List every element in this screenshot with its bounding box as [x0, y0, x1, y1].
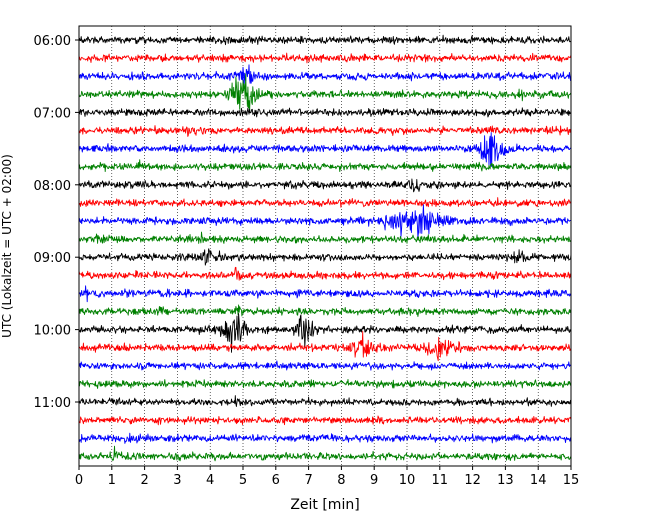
x-tick-label: 2	[140, 473, 148, 488]
x-axis-label: Zeit [min]	[290, 497, 359, 513]
grid-lines	[111, 26, 539, 466]
x-tick-label: 15	[563, 473, 580, 488]
trace-row-0600	[79, 34, 571, 46]
trace-row-0815	[79, 197, 571, 208]
y-tick-label: 11:00	[34, 396, 71, 411]
y-tick-label: 06:00	[34, 34, 71, 49]
trace-row-1130	[79, 432, 571, 444]
trace-row-1145	[79, 445, 571, 462]
x-tick-label: 7	[304, 473, 312, 488]
x-tick-label: 0	[75, 473, 83, 488]
trace-row-1030	[79, 360, 571, 371]
y-axis-ticks: 06:00 07:00 08:00 09:00 10:00 11:00	[34, 34, 79, 411]
trace-row-0630	[79, 64, 571, 89]
x-tick-label: 10	[399, 473, 416, 488]
trace-row-0915	[79, 266, 571, 281]
plot-frame	[78, 25, 572, 467]
trace-row-0945	[79, 304, 571, 317]
y-axis-label: UTC (Lokalzeit = UTC + 02:00)	[0, 154, 14, 338]
trace-row-0845	[79, 231, 571, 244]
x-tick-label: 8	[337, 473, 345, 488]
trace-row-0830	[79, 204, 571, 238]
x-tick-label: 14	[530, 473, 547, 488]
x-tick-label: 9	[370, 473, 378, 488]
x-tick-label: 3	[173, 473, 181, 488]
trace-row-0615	[79, 52, 571, 64]
x-tick-label: 6	[272, 473, 280, 488]
x-tick-label: 5	[239, 473, 247, 488]
trace-row-1000	[79, 313, 571, 353]
trace-row-1100	[79, 395, 571, 407]
x-axis-ticks: 0 1 2 3 4 5 6 7 8 9 10 11 12 13 14 15	[75, 466, 579, 488]
y-tick-label: 09:00	[34, 251, 71, 266]
trace-rows	[79, 34, 571, 462]
trace-row-0800	[79, 178, 571, 193]
trace-row-1045	[79, 378, 571, 389]
x-tick-label: 13	[497, 473, 514, 488]
trace-row-0645	[79, 73, 571, 113]
trace-row-0715	[79, 125, 571, 137]
trace-row-0745	[79, 159, 571, 173]
x-tick-label: 4	[206, 473, 214, 488]
x-tick-label: 12	[464, 473, 481, 488]
trace-row-1015	[79, 331, 571, 362]
x-tick-label: 1	[108, 473, 116, 488]
y-tick-label: 08:00	[34, 179, 71, 194]
x-tick-label: 11	[432, 473, 449, 488]
y-tick-label: 07:00	[34, 106, 71, 121]
trace-row-0900	[79, 248, 571, 266]
y-tick-label: 10:00	[34, 324, 71, 339]
trace-row-0700	[79, 107, 571, 118]
trace-row-0930	[79, 285, 571, 303]
trace-row-1115	[79, 415, 571, 426]
